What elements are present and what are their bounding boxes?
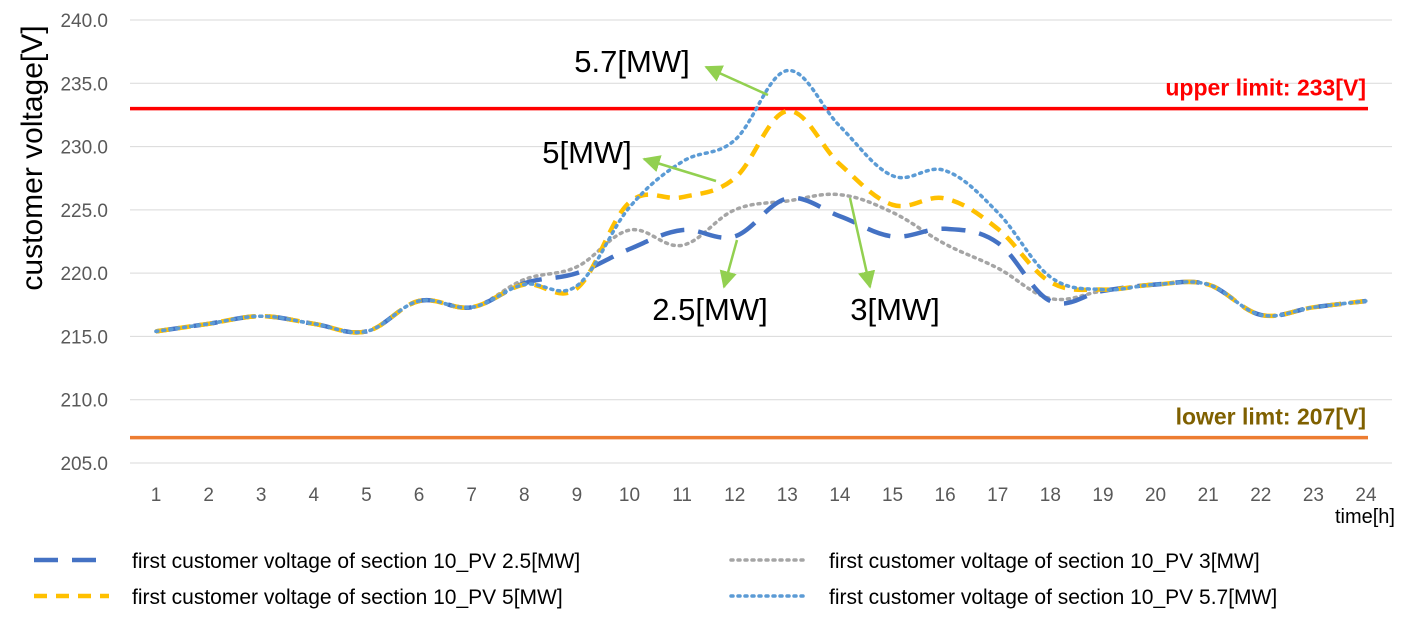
annotation-arrow	[719, 239, 739, 289]
annotation-arrow	[848, 197, 876, 289]
x-tick-label: 6	[414, 485, 425, 506]
upper-limit-label: upper limit: 233[V]	[1165, 75, 1366, 101]
x-tick-label: 9	[572, 485, 583, 506]
x-tick-label: 17	[987, 485, 1008, 506]
annotation-arrow	[704, 65, 769, 97]
x-tick-label: 12	[724, 485, 745, 506]
x-tick-label: 22	[1250, 485, 1271, 506]
x-tick-label: 19	[1092, 485, 1113, 506]
x-tick-label: 7	[466, 485, 477, 506]
x-tick-labels: 1 2 3 4 5 6 7 8 9 10 11 12 13 14 15 16 17 18 19 20 21 22 23 24	[151, 485, 1377, 506]
x-tick-label: 15	[882, 485, 903, 506]
x-tick-label: 1	[151, 485, 162, 506]
legend-item: first customer voltage of section 10_PV …	[729, 550, 1260, 573]
annotation-label: 2.5[MW]	[652, 292, 767, 327]
y-tick-label: 235.0	[60, 74, 108, 95]
y-tick-label: 210.0	[60, 391, 108, 412]
y-tick-labels: 205.0 210.0 215.0 220.0 225.0 230.0 235.0 240.0	[60, 11, 108, 475]
x-tick-label: 23	[1303, 485, 1324, 506]
legend: first customer voltage of section 10_PV …	[34, 550, 1277, 609]
annotation-arrow	[642, 155, 717, 183]
x-tick-label: 11	[672, 485, 692, 506]
legend-item: first customer voltage of section 10_PV …	[34, 550, 580, 573]
x-tick-label: 24	[1355, 485, 1377, 506]
x-tick-label: 4	[309, 485, 320, 506]
annotation-arrows	[642, 65, 876, 289]
x-tick-label: 10	[619, 485, 640, 506]
y-tick-label: 215.0	[60, 327, 108, 348]
annotation-label: 5.7[MW]	[574, 44, 689, 79]
series-lines	[154, 68, 1368, 335]
x-tick-label: 16	[935, 485, 956, 506]
y-tick-label: 225.0	[60, 201, 108, 222]
y-tick-label: 240.0	[60, 11, 108, 32]
x-tick-label: 3	[256, 485, 267, 506]
x-tick-label: 5	[361, 485, 372, 506]
series-line-3	[154, 68, 1368, 335]
x-tick-label: 13	[777, 485, 798, 506]
legend-label: first customer voltage of section 10_PV …	[829, 550, 1260, 573]
grid-lines	[130, 19, 1392, 464]
annotation-label: 3[MW]	[850, 292, 940, 327]
x-tick-label: 14	[829, 485, 851, 506]
x-tick-label: 2	[203, 485, 214, 506]
annotation-label: 5[MW]	[542, 135, 632, 170]
y-axis-title: customer voltage[V]	[16, 25, 49, 290]
legend-label: first customer voltage of section 10_PV …	[132, 586, 563, 609]
lower-limit-label: lower limt: 207[V]	[1176, 404, 1366, 430]
annotation-labels: 5.7[MW] 5[MW] 2.5[MW] 3[MW]	[542, 44, 940, 327]
limit-lines: upper limit: 233[V] lower limt: 207[V]	[130, 75, 1368, 440]
y-tick-label: 220.0	[60, 264, 108, 285]
x-tick-label: 8	[519, 485, 530, 506]
y-tick-label: 205.0	[60, 454, 108, 475]
x-axis-title: time[h]	[1335, 506, 1395, 528]
x-tick-label: 21	[1198, 485, 1219, 506]
legend-label: first customer voltage of section 10_PV …	[829, 586, 1277, 609]
legend-item: first customer voltage of section 10_PV …	[729, 586, 1277, 609]
legend-label: first customer voltage of section 10_PV …	[132, 550, 580, 573]
x-tick-label: 18	[1040, 485, 1061, 506]
legend-item: first customer voltage of section 10_PV …	[34, 586, 563, 609]
x-tick-label: 20	[1145, 485, 1166, 506]
y-tick-label: 230.0	[60, 138, 108, 159]
